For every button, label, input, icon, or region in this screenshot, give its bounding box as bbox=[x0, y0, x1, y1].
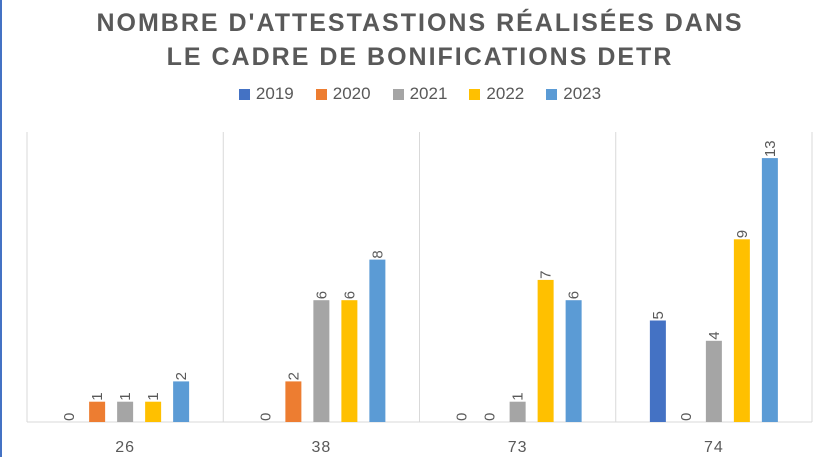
bar-2020-38 bbox=[285, 381, 302, 422]
bar-2019-74 bbox=[649, 320, 666, 422]
chart-title: NOMBRE D'ATTESTASTIONS RÉALISÉES DANS LE… bbox=[0, 6, 840, 74]
legend-label-2020: 2020 bbox=[332, 84, 371, 103]
bar-2021-26 bbox=[117, 401, 134, 422]
legend-label-2021: 2021 bbox=[409, 84, 448, 103]
data-label-2019-74: 5 bbox=[650, 311, 667, 319]
data-label-2022-26: 1 bbox=[145, 392, 162, 400]
data-label-2019-73: 0 bbox=[454, 413, 471, 421]
data-label-2020-74: 0 bbox=[678, 413, 695, 421]
data-label-2022-38: 6 bbox=[341, 291, 358, 299]
legend-swatch-2019 bbox=[238, 88, 250, 100]
data-label-2020-26: 1 bbox=[89, 392, 106, 400]
legend-item-2019: 2019 bbox=[238, 84, 294, 104]
legend: 2019 2020 2021 2022 2023 bbox=[0, 84, 840, 104]
bar-2021-38 bbox=[313, 300, 330, 422]
legend-swatch-2020 bbox=[315, 88, 327, 100]
legend-item-2023: 2023 bbox=[546, 84, 601, 104]
chart-title-line2: LE CADRE DE BONIFICATIONS DETR bbox=[166, 43, 674, 71]
bar-2023-38 bbox=[369, 259, 386, 422]
bar-2022-74 bbox=[733, 239, 750, 422]
legend-label-2022: 2022 bbox=[486, 84, 525, 103]
data-label-2023-73: 6 bbox=[566, 291, 583, 299]
bar-2022-26 bbox=[145, 401, 162, 422]
data-label-2021-26: 1 bbox=[117, 392, 134, 400]
legend-item-2021: 2021 bbox=[392, 84, 448, 104]
data-label-2019-26: 0 bbox=[61, 413, 78, 421]
data-label-2022-73: 7 bbox=[538, 271, 555, 279]
bar-2023-74 bbox=[761, 158, 778, 422]
bar-2023-26 bbox=[173, 381, 190, 422]
data-label-2023-26: 2 bbox=[173, 372, 190, 380]
legend-swatch-2021 bbox=[392, 88, 404, 100]
legend-swatch-2023 bbox=[546, 88, 558, 100]
chart-title-line1: NOMBRE D'ATTESTASTIONS RÉALISÉES DANS bbox=[96, 9, 744, 37]
bar-2021-73 bbox=[509, 401, 526, 422]
data-label-2021-74: 4 bbox=[706, 331, 723, 339]
data-label-2021-73: 1 bbox=[510, 392, 527, 400]
x-tick-label-38: 38 bbox=[311, 439, 331, 456]
legend-item-2022: 2022 bbox=[469, 84, 524, 104]
x-tick-label-73: 73 bbox=[508, 439, 528, 456]
data-label-2020-38: 2 bbox=[285, 372, 302, 380]
left-border bbox=[0, 0, 2, 457]
data-label-2021-38: 6 bbox=[313, 291, 330, 299]
bar-2020-26 bbox=[89, 401, 106, 422]
legend-label-2023: 2023 bbox=[563, 84, 602, 103]
data-label-2022-74: 9 bbox=[734, 230, 751, 238]
legend-swatch-2022 bbox=[469, 88, 481, 100]
data-label-2020-73: 0 bbox=[482, 413, 499, 421]
data-label-2023-38: 8 bbox=[369, 250, 386, 258]
data-label-2023-74: 13 bbox=[762, 140, 779, 157]
x-tick-label-26: 26 bbox=[115, 439, 135, 456]
x-tick-label-74: 74 bbox=[704, 439, 724, 456]
bar-2022-38 bbox=[341, 300, 358, 422]
bar-2021-74 bbox=[705, 340, 722, 422]
legend-item-2020: 2020 bbox=[315, 84, 371, 104]
data-label-2019-38: 0 bbox=[257, 413, 274, 421]
legend-label-2019: 2019 bbox=[255, 84, 294, 103]
bar-2023-73 bbox=[565, 300, 582, 422]
bar-2022-73 bbox=[537, 279, 554, 422]
